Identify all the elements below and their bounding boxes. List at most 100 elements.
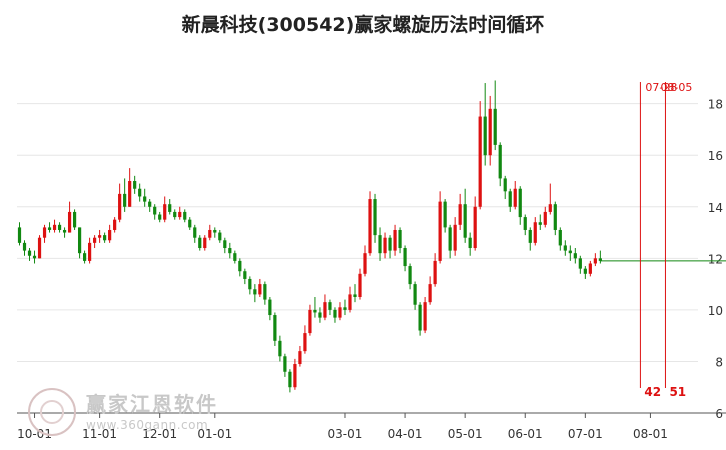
candle-body [443, 201, 447, 228]
candle-body [468, 237, 472, 249]
candle-body [573, 253, 577, 259]
cycle-marker-date: 08-05 [660, 81, 692, 94]
candle-body [393, 229, 397, 251]
candle-body [273, 315, 277, 341]
candle-body [203, 237, 207, 249]
candle-body [223, 240, 227, 249]
axes: 6 8 10 12 14 16 18 10-01 11-01 12-01 01-01 03-01 04-… [17, 98, 726, 441]
y-tick-label: 12 [708, 252, 723, 266]
candle-body [348, 294, 352, 310]
candle-body [27, 250, 32, 256]
candle-body [143, 196, 147, 202]
candle-body [108, 229, 112, 241]
x-tick-label: 10-01 [17, 427, 52, 441]
candle-body [388, 237, 392, 251]
candle-body [383, 237, 387, 254]
candle-body [358, 273, 362, 297]
x-tick-label: 01-01 [197, 427, 232, 441]
candle-body [363, 253, 367, 274]
candle-body [523, 217, 527, 230]
candle-body [198, 237, 202, 249]
candle-body [313, 309, 317, 313]
candle-body [318, 312, 322, 318]
candle-body [93, 237, 97, 243]
candle-body [123, 193, 127, 207]
candle-body [67, 211, 72, 233]
y-tick-label: 18 [708, 98, 723, 112]
candle-body [343, 307, 347, 310]
cycle-marker-count: 51 [669, 385, 686, 399]
candle-body [283, 356, 287, 372]
candle-body [398, 229, 402, 249]
y-tick-label: 6 [715, 407, 723, 421]
candle-body [598, 258, 602, 261]
candle-body [228, 248, 232, 254]
candle-body [453, 224, 457, 251]
candle-body [493, 108, 497, 145]
candle-body [128, 181, 132, 207]
candle-body [178, 211, 182, 218]
x-tick-label: 04-01 [388, 427, 423, 441]
candle-body [478, 116, 482, 207]
candle-body [218, 232, 222, 241]
candle-body [57, 224, 62, 230]
candle-body [368, 199, 372, 254]
candle-body [448, 227, 452, 251]
candle-body [593, 258, 597, 264]
candle-body [503, 178, 507, 192]
candle-body [138, 188, 142, 197]
candle-body [333, 309, 337, 318]
candle-body [588, 263, 592, 274]
candle-body [243, 271, 247, 279]
candle-body [88, 242, 92, 261]
candle-body [328, 302, 332, 310]
candle-body [303, 333, 307, 352]
candle-body [413, 284, 417, 305]
x-tick-label: 05-01 [448, 427, 483, 441]
candle-body [268, 299, 272, 316]
candle-body [98, 235, 102, 238]
candle-body [47, 227, 52, 230]
candle-body [238, 260, 242, 272]
grid-lines [17, 103, 698, 362]
candle-body [433, 260, 437, 285]
candle-body [578, 258, 582, 269]
cycle-markers: 07-28 42 08-05 51 [639, 81, 692, 399]
candle-body [193, 227, 197, 238]
candle-body [418, 304, 422, 331]
candle-body [52, 224, 57, 230]
candle-body [233, 253, 237, 261]
candles [17, 80, 726, 393]
candle-body [458, 204, 462, 225]
candle-body [518, 188, 522, 218]
x-tick-label: 03-01 [328, 427, 363, 441]
candle-body [118, 193, 122, 220]
candle-body [568, 250, 572, 254]
candle-body [22, 242, 27, 251]
candle-body [483, 116, 487, 156]
candle-body [373, 199, 377, 236]
candle-body [17, 227, 22, 243]
x-tick-label: 08-01 [633, 427, 668, 441]
chart-title: 新晨科技(300542)赢家螺旋历法时间循环 [181, 14, 545, 36]
candle-body [42, 227, 47, 238]
candle-body [538, 222, 542, 225]
cycle-marker-count: 42 [644, 385, 661, 399]
candle-body [153, 206, 157, 215]
candle-body [508, 191, 512, 207]
candle-body [208, 229, 212, 238]
candle-body [423, 302, 427, 331]
candle-body [473, 206, 477, 249]
candle-body [253, 289, 257, 295]
candle-body [113, 219, 117, 230]
candle-body [103, 235, 107, 241]
y-tick-label: 14 [708, 201, 723, 215]
candle-body [183, 211, 187, 220]
candle-body [82, 253, 87, 261]
candle-body [173, 211, 177, 218]
x-tick-label: 11-01 [82, 427, 117, 441]
candle-body [463, 204, 467, 238]
x-tick-label: 06-01 [508, 427, 543, 441]
candle-body [263, 284, 267, 300]
